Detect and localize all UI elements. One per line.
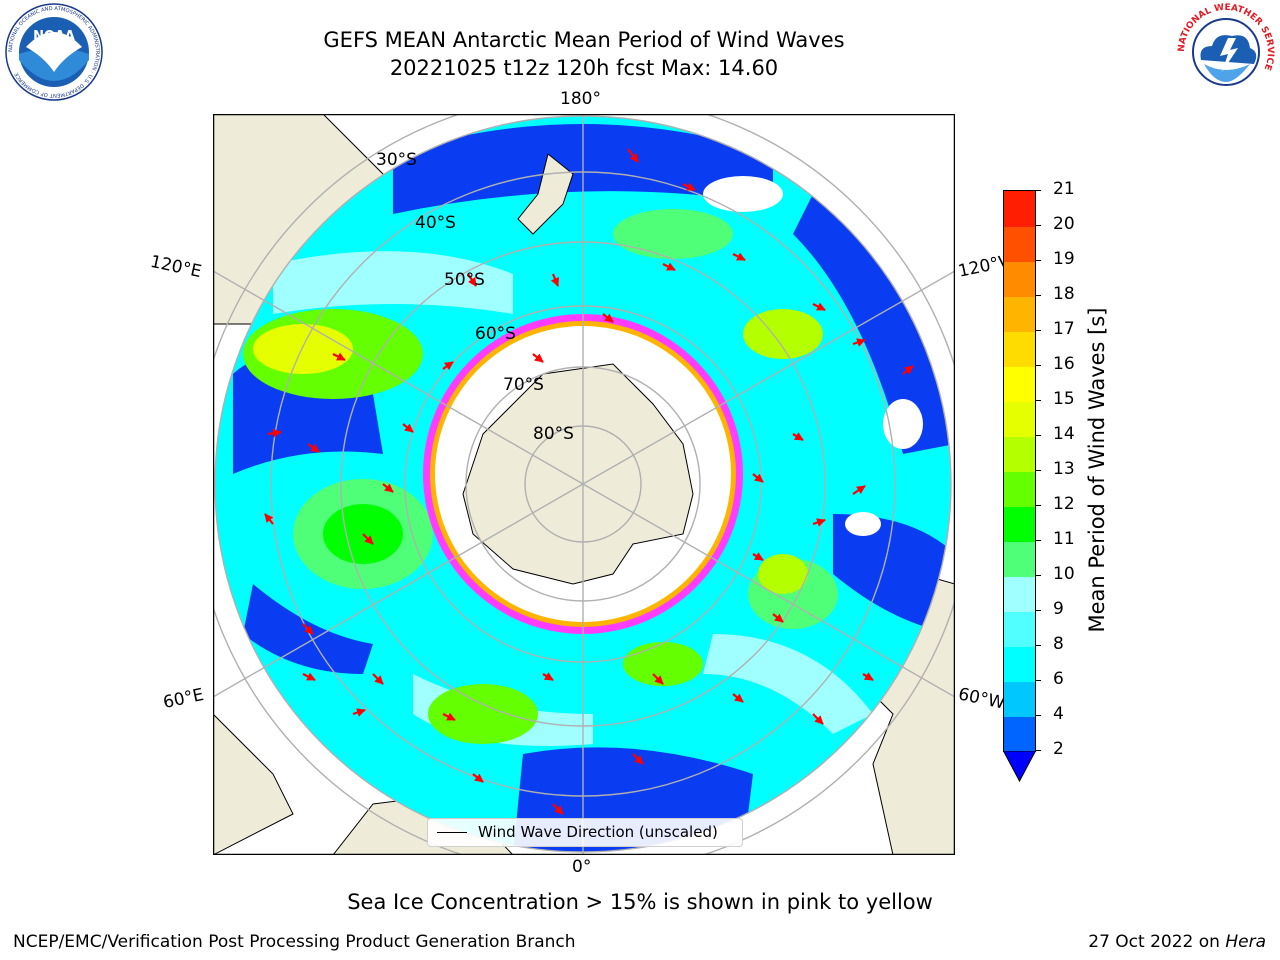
lat-label-30s: 30°S bbox=[376, 150, 417, 170]
colorbar-tick-mark bbox=[1035, 330, 1041, 331]
footer-machine: Hera bbox=[1225, 932, 1266, 952]
map-title: GEFS MEAN Antarctic Mean Period of Wind … bbox=[323, 28, 845, 52]
colorbar-tick-mark bbox=[1035, 540, 1041, 541]
svg-text:NOAA: NOAA bbox=[33, 29, 75, 44]
lon-label-180: 180° bbox=[560, 89, 601, 109]
colorbar-tick-label: 17 bbox=[1053, 319, 1075, 339]
colorbar-tick-label: 8 bbox=[1053, 634, 1064, 654]
lat-label-50s: 50°S bbox=[444, 270, 485, 290]
lon-label-0: 0° bbox=[572, 857, 592, 877]
colorbar-tick-label: 9 bbox=[1053, 599, 1064, 619]
colorbar-segment bbox=[1004, 226, 1035, 262]
antarctica-land bbox=[462, 363, 694, 585]
wind-wave-arrows bbox=[264, 148, 914, 815]
colorbar-segment bbox=[1004, 506, 1035, 542]
lat-label-70s: 70°S bbox=[503, 375, 544, 395]
colorbar-tick-label: 13 bbox=[1053, 459, 1075, 479]
colorbar-segment bbox=[1004, 331, 1035, 367]
lat-label-60s: 60°S bbox=[475, 324, 516, 344]
footer-left: NCEP/EMC/Verification Post Processing Pr… bbox=[13, 932, 576, 952]
colorbar-tick-label: 18 bbox=[1053, 284, 1075, 304]
colorbar-segment bbox=[1004, 541, 1035, 577]
colorbar-tick-label: 19 bbox=[1053, 249, 1075, 269]
sea-ice-note: Sea Ice Concentration > 15% is shown in … bbox=[347, 890, 933, 914]
colorbar-segment bbox=[1004, 261, 1035, 297]
colorbar-segment bbox=[1004, 646, 1035, 682]
lon-label-60e: 60°E bbox=[161, 684, 206, 714]
colorbar bbox=[1003, 190, 1036, 752]
colorbar-segment bbox=[1004, 611, 1035, 647]
legend-line-icon bbox=[437, 832, 467, 833]
footer-right: 27 Oct 2022 on Hera bbox=[1088, 932, 1266, 952]
colorbar-segment bbox=[1004, 401, 1035, 437]
colorbar-tick-label: 12 bbox=[1053, 494, 1075, 514]
colorbar-tick-mark bbox=[1035, 225, 1041, 226]
colorbar-tick-label: 2 bbox=[1053, 739, 1064, 759]
colorbar-segment bbox=[1004, 576, 1035, 612]
colorbar-tick-mark bbox=[1035, 610, 1041, 611]
new-zealand-land bbox=[517, 153, 574, 235]
colorbar-tick-label: 10 bbox=[1053, 564, 1075, 584]
colorbar-tick-mark bbox=[1035, 470, 1041, 471]
map-subtitle: 20221025 t12z 120h fcst Max: 14.60 bbox=[389, 56, 779, 80]
map-frame bbox=[213, 114, 955, 855]
colorbar-segment bbox=[1004, 436, 1035, 472]
colorbar-tick-mark bbox=[1035, 680, 1041, 681]
colorbar-tick-mark bbox=[1035, 295, 1041, 296]
colorbar-tick-mark bbox=[1035, 750, 1041, 751]
colorbar-tick-label: 15 bbox=[1053, 389, 1075, 409]
colorbar-extend-triangle bbox=[1003, 751, 1036, 783]
lon-label-120e: 120°E bbox=[148, 251, 204, 283]
colorbar-tick-label: 6 bbox=[1053, 669, 1064, 689]
colorbar-segment bbox=[1004, 366, 1035, 402]
colorbar-tick-mark bbox=[1035, 645, 1041, 646]
map-legend: Wind Wave Direction (unscaled) bbox=[427, 818, 743, 847]
colorbar-tick-mark bbox=[1035, 715, 1041, 716]
footer-date: 27 Oct 2022 on bbox=[1088, 932, 1226, 952]
lat-label-80s: 80°S bbox=[533, 424, 574, 444]
colorbar-segment bbox=[1004, 681, 1035, 717]
graticule bbox=[213, 114, 955, 855]
colorbar-segment bbox=[1004, 191, 1035, 227]
colorbar-tick-mark bbox=[1035, 365, 1041, 366]
colorbar-tick-mark bbox=[1035, 435, 1041, 436]
colorbar-tick-label: 20 bbox=[1053, 214, 1075, 234]
colorbar-tick-label: 14 bbox=[1053, 424, 1075, 444]
colorbar-tick-mark bbox=[1035, 190, 1041, 191]
colorbar-tick-label: 4 bbox=[1053, 704, 1064, 724]
colorbar-tick-label: 11 bbox=[1053, 529, 1075, 549]
colorbar-tick-mark bbox=[1035, 260, 1041, 261]
legend-label: Wind Wave Direction (unscaled) bbox=[478, 823, 718, 841]
africa-land bbox=[213, 713, 294, 855]
colorbar-segment bbox=[1004, 716, 1035, 752]
colorbar-tick-label: 21 bbox=[1053, 179, 1075, 199]
colorbar-tick-mark bbox=[1035, 575, 1041, 576]
lat-label-40s: 40°S bbox=[415, 213, 456, 233]
colorbar-segment bbox=[1004, 471, 1035, 507]
lon-label-60w: 60°W bbox=[956, 684, 1007, 714]
colorbar-segment bbox=[1004, 296, 1035, 332]
colorbar-tick-label: 16 bbox=[1053, 354, 1075, 374]
colorbar-tick-mark bbox=[1035, 505, 1041, 506]
noaa-logo: NOAA NATIONAL OCEANIC AND ATMOSPHERIC AD… bbox=[5, 3, 103, 101]
colorbar-tick-mark bbox=[1035, 400, 1041, 401]
nws-logo: NATIONAL WEATHER SERVICE bbox=[1177, 3, 1275, 100]
